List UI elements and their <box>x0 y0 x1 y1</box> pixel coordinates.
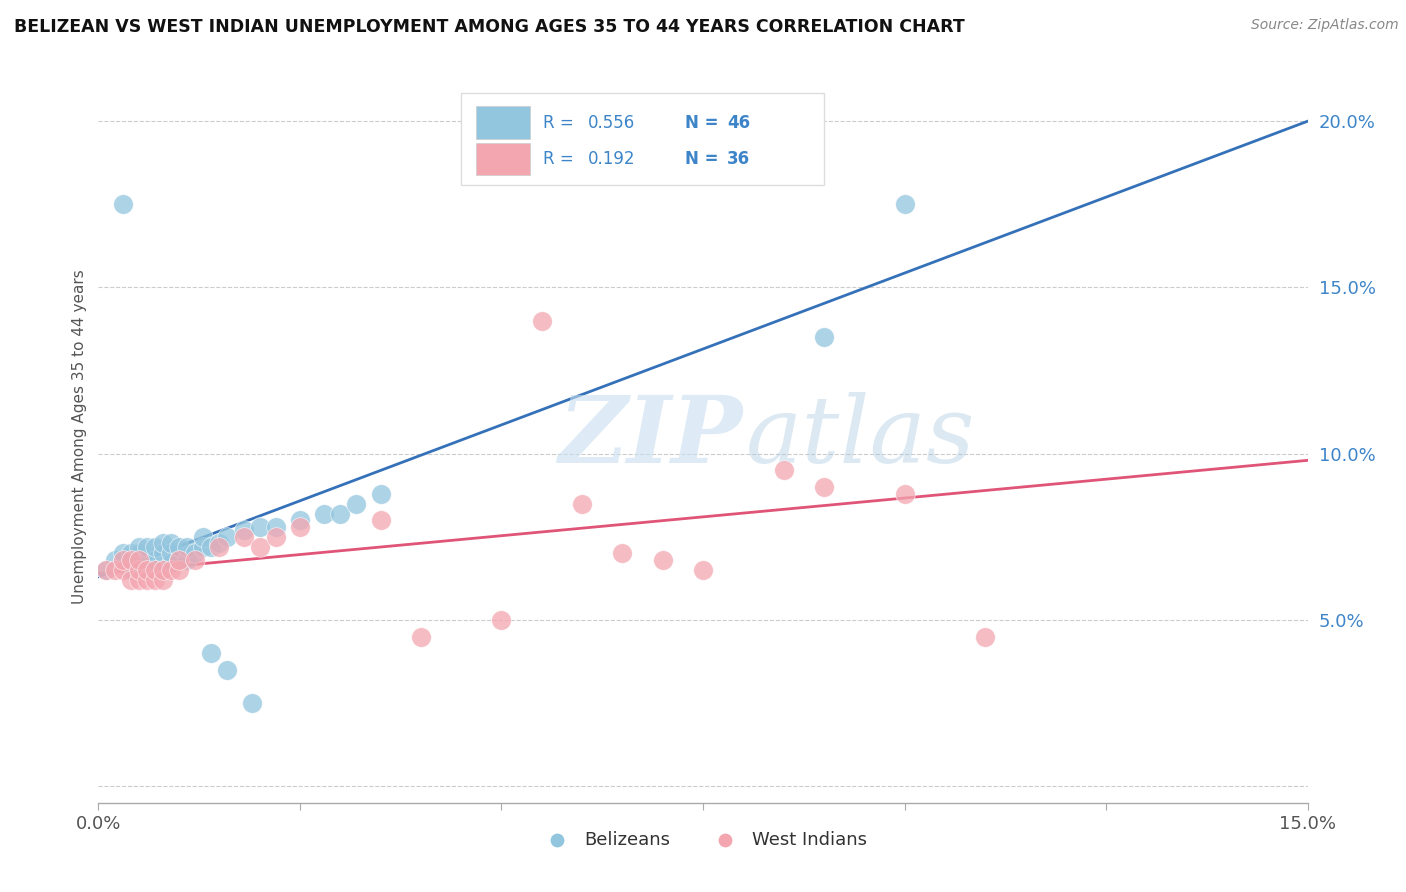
Point <box>152 546 174 560</box>
Point <box>128 553 150 567</box>
Point <box>135 540 157 554</box>
Point <box>530 314 553 328</box>
Point <box>120 573 142 587</box>
Point <box>651 553 673 567</box>
Point <box>135 573 157 587</box>
Point <box>143 573 166 587</box>
Point <box>208 540 231 554</box>
Text: ZIP: ZIP <box>558 392 742 482</box>
Point <box>184 546 207 560</box>
Point <box>232 530 254 544</box>
Point <box>167 540 190 554</box>
Y-axis label: Unemployment Among Ages 35 to 44 years: Unemployment Among Ages 35 to 44 years <box>72 269 87 605</box>
Point <box>120 546 142 560</box>
Text: 0.556: 0.556 <box>588 113 636 131</box>
Point <box>96 563 118 577</box>
Point <box>491 613 513 627</box>
Point <box>111 563 134 577</box>
Point <box>200 646 222 660</box>
Point <box>176 553 198 567</box>
Point <box>120 563 142 577</box>
Point <box>249 540 271 554</box>
Point <box>813 330 835 344</box>
FancyBboxPatch shape <box>461 94 824 185</box>
Point <box>200 540 222 554</box>
Text: 46: 46 <box>727 113 751 131</box>
Point <box>240 696 263 710</box>
Point <box>152 536 174 550</box>
Point <box>974 630 997 644</box>
Text: R =: R = <box>543 113 579 131</box>
Point <box>103 563 125 577</box>
Point <box>344 497 367 511</box>
Point <box>152 573 174 587</box>
Point <box>143 540 166 554</box>
Point <box>288 520 311 534</box>
Text: 36: 36 <box>727 150 751 168</box>
Point <box>893 197 915 211</box>
Point <box>152 563 174 577</box>
Point <box>193 530 215 544</box>
Point <box>160 546 183 560</box>
Point <box>167 563 190 577</box>
Point <box>103 553 125 567</box>
FancyBboxPatch shape <box>475 106 530 138</box>
Point <box>135 563 157 577</box>
Point <box>249 520 271 534</box>
Point <box>329 507 352 521</box>
Text: N =: N = <box>685 150 724 168</box>
Text: atlas: atlas <box>745 392 974 482</box>
Point <box>143 553 166 567</box>
Point <box>128 540 150 554</box>
Point <box>571 497 593 511</box>
Point <box>264 520 287 534</box>
Point <box>772 463 794 477</box>
Point <box>111 553 134 567</box>
Point <box>135 553 157 567</box>
Point <box>370 513 392 527</box>
Point <box>314 507 336 521</box>
Point <box>813 480 835 494</box>
Point <box>160 557 183 571</box>
Point <box>193 540 215 554</box>
Text: BELIZEAN VS WEST INDIAN UNEMPLOYMENT AMONG AGES 35 TO 44 YEARS CORRELATION CHART: BELIZEAN VS WEST INDIAN UNEMPLOYMENT AMO… <box>14 18 965 36</box>
Point <box>152 563 174 577</box>
Text: Source: ZipAtlas.com: Source: ZipAtlas.com <box>1251 18 1399 32</box>
Point <box>370 486 392 500</box>
Point <box>135 563 157 577</box>
Point <box>893 486 915 500</box>
Point <box>160 536 183 550</box>
Point <box>288 513 311 527</box>
Point <box>409 630 432 644</box>
Point <box>143 563 166 577</box>
Point <box>128 546 150 560</box>
Point <box>167 553 190 567</box>
Point <box>128 563 150 577</box>
Point <box>692 563 714 577</box>
FancyBboxPatch shape <box>475 143 530 175</box>
Point <box>217 530 239 544</box>
Point <box>167 553 190 567</box>
Point <box>96 563 118 577</box>
Point <box>111 546 134 560</box>
Point <box>128 563 150 577</box>
Point <box>176 540 198 554</box>
Text: R =: R = <box>543 150 585 168</box>
Point <box>111 197 134 211</box>
Point <box>612 546 634 560</box>
Point <box>264 530 287 544</box>
Point <box>184 553 207 567</box>
Point <box>111 553 134 567</box>
Point <box>128 573 150 587</box>
Point <box>217 663 239 677</box>
Point <box>232 523 254 537</box>
Point <box>143 563 166 577</box>
Point <box>208 536 231 550</box>
Point <box>120 553 142 567</box>
Point <box>128 553 150 567</box>
Legend: Belizeans, West Indians: Belizeans, West Indians <box>531 823 875 856</box>
Text: N =: N = <box>685 113 724 131</box>
Text: 0.192: 0.192 <box>588 150 636 168</box>
Point <box>160 563 183 577</box>
